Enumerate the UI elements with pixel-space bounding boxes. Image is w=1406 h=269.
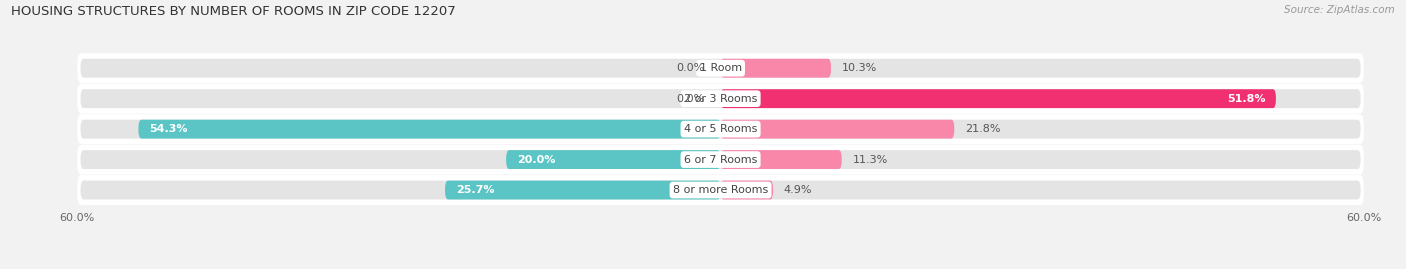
Text: 11.3%: 11.3% bbox=[852, 155, 887, 165]
FancyBboxPatch shape bbox=[77, 53, 1364, 83]
FancyBboxPatch shape bbox=[77, 84, 1364, 114]
FancyBboxPatch shape bbox=[721, 180, 773, 200]
Text: 1 Room: 1 Room bbox=[700, 63, 741, 73]
FancyBboxPatch shape bbox=[80, 120, 1361, 139]
FancyBboxPatch shape bbox=[721, 120, 955, 139]
Text: 8 or more Rooms: 8 or more Rooms bbox=[673, 185, 768, 195]
Text: Source: ZipAtlas.com: Source: ZipAtlas.com bbox=[1284, 5, 1395, 15]
Text: 0.0%: 0.0% bbox=[676, 63, 704, 73]
FancyBboxPatch shape bbox=[138, 120, 721, 139]
FancyBboxPatch shape bbox=[80, 89, 1361, 108]
FancyBboxPatch shape bbox=[721, 59, 831, 78]
Text: 51.8%: 51.8% bbox=[1226, 94, 1265, 104]
Text: 54.3%: 54.3% bbox=[149, 124, 187, 134]
FancyBboxPatch shape bbox=[80, 150, 1361, 169]
FancyBboxPatch shape bbox=[446, 180, 721, 200]
Text: 25.7%: 25.7% bbox=[456, 185, 495, 195]
Text: 4 or 5 Rooms: 4 or 5 Rooms bbox=[683, 124, 758, 134]
FancyBboxPatch shape bbox=[80, 180, 1361, 200]
Text: 6 or 7 Rooms: 6 or 7 Rooms bbox=[683, 155, 758, 165]
FancyBboxPatch shape bbox=[80, 59, 1361, 78]
Text: 10.3%: 10.3% bbox=[842, 63, 877, 73]
FancyBboxPatch shape bbox=[506, 150, 721, 169]
FancyBboxPatch shape bbox=[77, 175, 1364, 205]
Text: 20.0%: 20.0% bbox=[517, 155, 555, 165]
FancyBboxPatch shape bbox=[721, 89, 1275, 108]
FancyBboxPatch shape bbox=[721, 150, 842, 169]
FancyBboxPatch shape bbox=[77, 145, 1364, 175]
Text: 0.0%: 0.0% bbox=[676, 94, 704, 104]
FancyBboxPatch shape bbox=[77, 114, 1364, 144]
Text: HOUSING STRUCTURES BY NUMBER OF ROOMS IN ZIP CODE 12207: HOUSING STRUCTURES BY NUMBER OF ROOMS IN… bbox=[11, 5, 456, 18]
Text: 2 or 3 Rooms: 2 or 3 Rooms bbox=[683, 94, 758, 104]
Text: 21.8%: 21.8% bbox=[965, 124, 1001, 134]
Legend: Owner-occupied, Renter-occupied: Owner-occupied, Renter-occupied bbox=[595, 266, 846, 269]
Text: 4.9%: 4.9% bbox=[783, 185, 813, 195]
